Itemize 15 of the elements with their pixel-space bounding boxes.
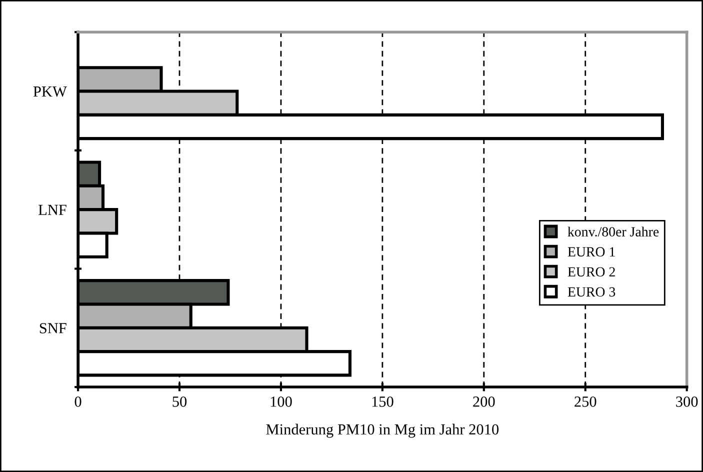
legend-label: konv./80er Jahre [568,226,659,237]
x-tick-label: 150 [372,396,394,407]
legend-label: EURO 1 [568,247,615,257]
y-tick-label: LNF [38,204,66,215]
x-tick-label: 0 [74,396,82,407]
legend-label: EURO 2 [568,267,615,277]
x-axis-title: Minderung PM10 in Mg im Jahr 2010 [266,424,499,438]
x-tick-label: 50 [172,396,187,407]
x-tick-label: 200 [473,396,495,407]
x-tick-label: 300 [676,396,698,407]
y-tick-label: SNF [40,323,66,334]
legend-label: EURO 3 [568,287,616,297]
y-tick-label: PKW [33,86,67,97]
x-tick-label: 250 [574,396,596,407]
x-tick-label: 100 [270,396,292,407]
